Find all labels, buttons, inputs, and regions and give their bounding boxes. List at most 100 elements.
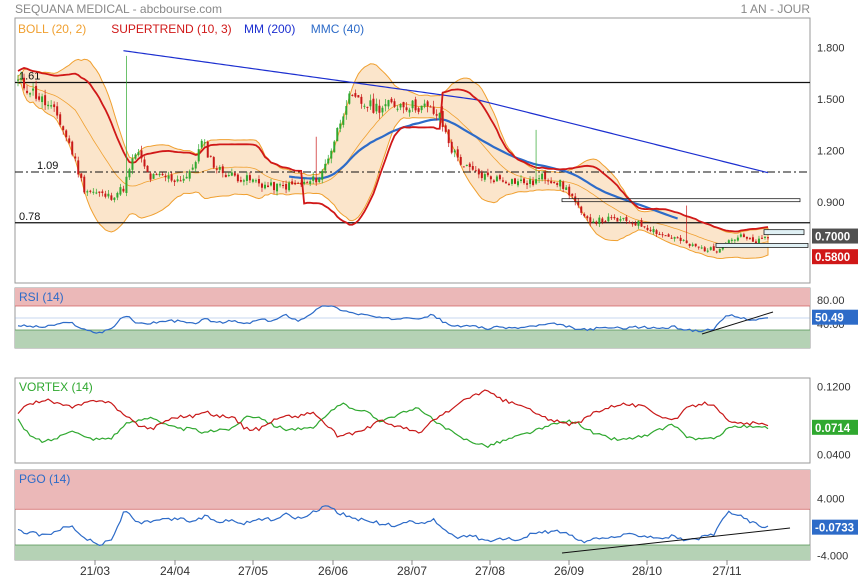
y-tick-label: 4.000	[817, 494, 845, 506]
candle-body	[486, 172, 489, 176]
candle-body	[306, 182, 309, 184]
candle-body	[619, 219, 622, 221]
candle-body	[544, 172, 547, 180]
candle-body	[257, 179, 260, 184]
candle-body	[71, 141, 74, 155]
candle-body	[535, 179, 538, 184]
candle-body	[709, 247, 712, 250]
candle-body	[387, 100, 390, 107]
candle-body	[297, 182, 300, 184]
candle-body	[110, 195, 113, 200]
candle-body	[321, 170, 324, 180]
candle-body	[498, 175, 501, 180]
candle-body	[517, 181, 519, 186]
candle-body	[559, 179, 562, 187]
candle-body	[44, 95, 47, 106]
candle-body	[483, 174, 486, 180]
candle-body	[230, 172, 233, 176]
candle-body	[203, 142, 206, 144]
level-label: 0.78	[19, 211, 40, 223]
candle-body	[345, 106, 348, 115]
trendline	[561, 527, 791, 554]
candle-body	[547, 180, 550, 182]
level-label: 1.09	[37, 160, 58, 172]
candle-body	[170, 174, 173, 181]
candle-body	[158, 173, 161, 176]
candle-body	[254, 180, 257, 182]
candle-body	[378, 105, 381, 113]
zone-high	[15, 470, 810, 510]
candle-body	[224, 174, 227, 178]
candle-body	[625, 217, 628, 222]
candle-body	[694, 243, 697, 247]
candle-body	[760, 237, 763, 239]
candle-body	[465, 164, 468, 166]
legend-entry: SUPERTREND (10, 3)	[111, 22, 231, 36]
x-tick-label: 21/03	[80, 564, 110, 578]
candle-body	[140, 150, 143, 159]
candle-body	[628, 222, 631, 224]
candle-body	[751, 237, 754, 242]
candle-body	[116, 192, 119, 198]
last-value-bg	[812, 519, 858, 535]
candle-body	[122, 188, 125, 192]
zone-low	[15, 330, 810, 348]
candle-body	[414, 99, 417, 111]
indicator-line	[17, 505, 769, 546]
candle-body	[351, 94, 354, 96]
candle-body	[730, 239, 733, 241]
last-price-badge: 0.7000	[815, 232, 850, 244]
candle-body	[188, 171, 191, 179]
x-tick-label: 24/04	[160, 564, 190, 578]
candle-body	[613, 216, 616, 219]
x-tick-label: 27/08	[475, 564, 505, 578]
candle-body	[251, 179, 254, 182]
candle-body	[739, 234, 742, 237]
candle-body	[381, 107, 384, 113]
x-axis: 21/03 24/04 27/05 26/06 28/07 27/08 26/09 28/10…	[80, 560, 742, 578]
candle-body	[393, 101, 396, 107]
mm200-line	[123, 50, 769, 174]
x-tick-label: 26/06	[318, 564, 348, 578]
candle-body	[86, 191, 89, 193]
candle-body	[279, 184, 282, 186]
candle-body	[53, 104, 56, 108]
candle-body	[670, 237, 673, 239]
candle-body	[267, 185, 269, 188]
candle-body	[736, 237, 739, 241]
candle-body	[652, 229, 655, 233]
candle-body	[616, 217, 619, 222]
candle-body	[399, 104, 402, 108]
candle-body	[68, 138, 71, 143]
candle-body	[173, 180, 176, 183]
candle-body	[125, 176, 128, 193]
candle-body	[459, 157, 462, 165]
candle-body	[273, 182, 276, 191]
candle-body	[197, 149, 200, 162]
candle-body	[212, 157, 215, 168]
candle-body	[113, 197, 116, 200]
candle-body	[324, 163, 327, 171]
candle-body	[131, 158, 134, 170]
indicator-line	[17, 389, 769, 438]
candle-body	[441, 110, 444, 127]
y-tick-label: 0.0400	[817, 450, 851, 462]
candle-body	[209, 155, 212, 157]
candle-body	[718, 249, 721, 253]
stop-badge-bg	[812, 249, 858, 265]
candle-body	[29, 93, 32, 95]
candle-body	[622, 217, 625, 219]
candle-body	[745, 236, 748, 239]
candle-body	[700, 247, 703, 249]
candle-body	[727, 240, 730, 244]
candle-body	[468, 163, 471, 167]
candle-body	[583, 214, 586, 217]
candle-body	[318, 178, 321, 182]
candle-body	[20, 78, 23, 80]
candle-body	[721, 247, 724, 250]
candle-body	[50, 105, 53, 107]
candle-body	[101, 191, 104, 194]
candle-body	[194, 162, 197, 169]
candle-body	[143, 159, 146, 167]
candle-body	[550, 181, 553, 184]
